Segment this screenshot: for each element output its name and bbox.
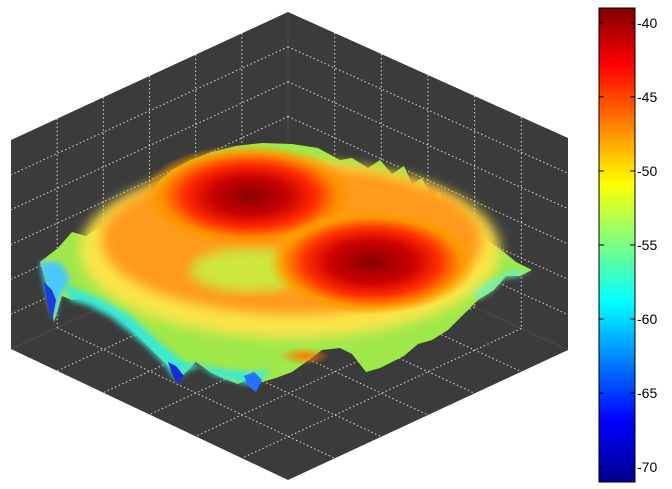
peak-upper-left: [142, 144, 358, 248]
colorbar: -40 -45 -50 -55 -60 -65 -70: [598, 7, 657, 483]
surface-orange-spot: [278, 347, 330, 365]
colorbar-tick-label: -60: [637, 311, 657, 327]
surface-right-fringe: [470, 270, 530, 300]
peak-center-right: [268, 210, 476, 314]
surface-minimum-drip-left: [44, 282, 56, 322]
surface: [40, 143, 532, 392]
colorbar-tick-label: -70: [637, 459, 657, 475]
colorbar-tick-label: -50: [637, 163, 657, 179]
surface-minimum-drip-bottom: [244, 372, 262, 392]
surface-left-fringe: [40, 262, 70, 320]
colorbar-tick-label: -40: [637, 15, 657, 31]
colorbar-ticks: -40 -45 -50 -55 -60 -65 -70: [599, 15, 657, 475]
surface-minimum-drip-center: [168, 362, 184, 384]
colorbar-tick-label: -55: [637, 237, 657, 253]
surface-low-fringe: [64, 284, 270, 384]
colorbar-tick-label: -65: [637, 385, 657, 401]
colorbar-tick-label: -45: [637, 89, 657, 105]
colorbar-gradient: [598, 7, 636, 483]
